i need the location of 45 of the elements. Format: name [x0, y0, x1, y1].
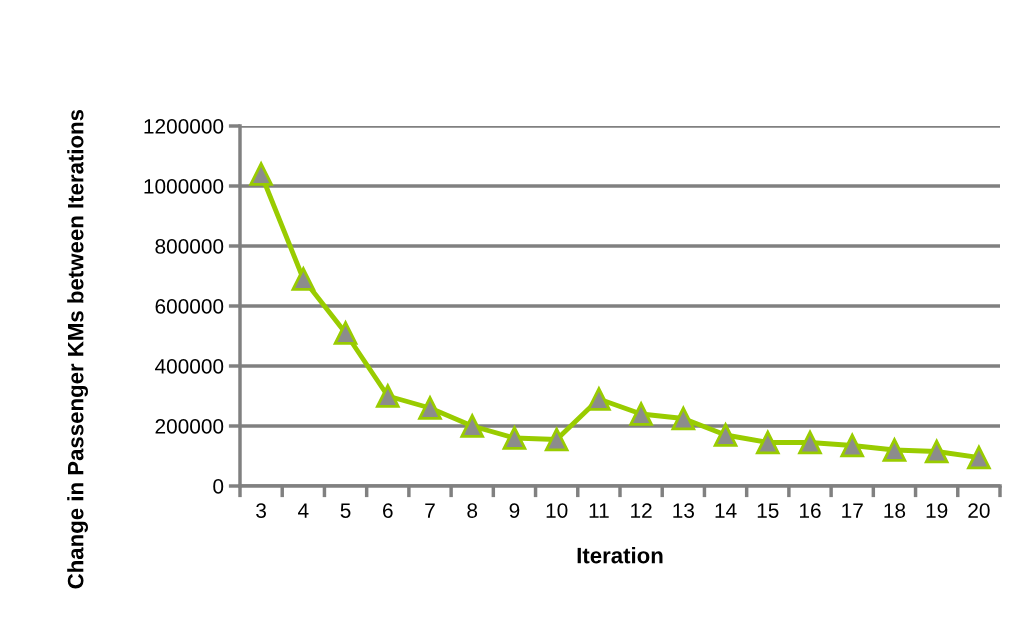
point	[291, 267, 316, 291]
x-tick-label: 4	[298, 503, 309, 518]
x-tick-label: 10	[546, 503, 568, 518]
x-tick-label: 20	[968, 503, 990, 518]
y-tick-label: 600000	[155, 299, 224, 314]
point	[840, 433, 865, 458]
point	[671, 406, 696, 431]
x-tick-label: 11	[589, 503, 609, 518]
point	[502, 426, 527, 450]
y-tick-label: 1000000	[144, 179, 224, 194]
x-tick-label: 7	[425, 503, 435, 518]
point	[882, 438, 907, 462]
x-tick-label: 13	[673, 503, 695, 518]
point	[924, 439, 949, 464]
y-axis-title: Change in Passenger KMs between Iterations	[67, 109, 88, 589]
x-tick-label: 19	[926, 503, 948, 518]
x-tick-label: 18	[884, 503, 906, 518]
y-tick-label: 200000	[155, 419, 224, 434]
y-tick-label: 800000	[155, 239, 224, 254]
x-tick-label: 12	[631, 503, 652, 518]
point	[755, 430, 780, 455]
point	[418, 396, 442, 420]
point	[460, 414, 485, 438]
y-tick-label: 0	[213, 479, 224, 494]
x-tick-label: 16	[800, 503, 821, 518]
point	[798, 430, 822, 455]
point	[587, 387, 611, 411]
point	[333, 321, 358, 345]
x-axis-title: Iteration	[577, 547, 663, 564]
y-tick-label: 1200000	[144, 119, 224, 134]
x-tick-label: 14	[715, 503, 737, 518]
point	[713, 423, 738, 447]
x-tick-label: 17	[842, 503, 863, 518]
x-tick-label: 8	[467, 503, 478, 518]
y-tick-label: 400000	[154, 359, 224, 374]
x-tick-label: 3	[256, 503, 266, 518]
point	[249, 162, 273, 186]
x-tick-label: 5	[340, 503, 351, 518]
point	[629, 402, 653, 426]
x-tick-label: 6	[383, 503, 393, 518]
x-tick-label: 9	[509, 503, 520, 518]
point	[544, 427, 569, 452]
x-tick-label: 15	[757, 503, 779, 518]
point	[967, 445, 991, 470]
point	[375, 384, 400, 408]
